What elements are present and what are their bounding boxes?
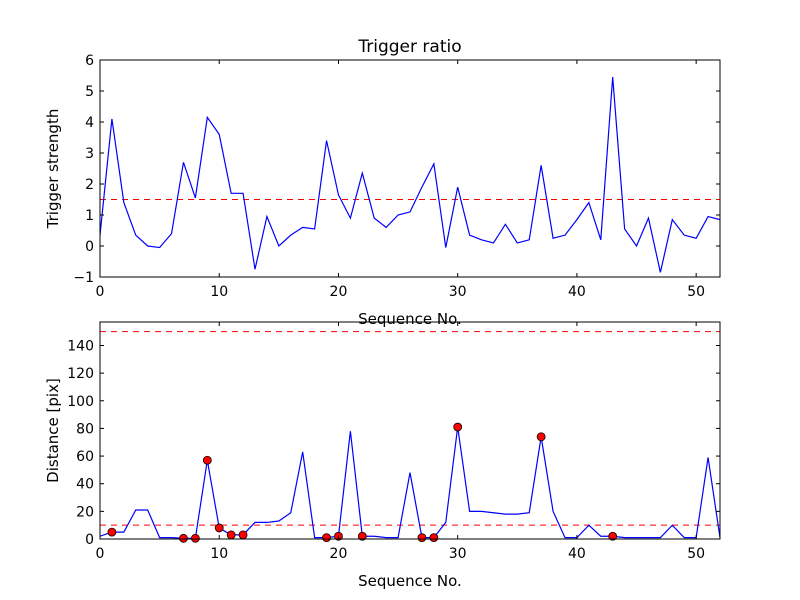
- x-tick-label: 50: [687, 546, 705, 562]
- y-tick-label: 4: [85, 115, 94, 131]
- y-axis-label: Distance [pix]: [44, 378, 62, 483]
- x-tick-label: 30: [449, 546, 467, 562]
- y-tick-label: 6: [85, 53, 94, 69]
- y-tick-label: 3: [85, 146, 94, 162]
- x-tick-label: 20: [330, 546, 348, 562]
- series-line: [100, 77, 720, 273]
- y-tick-label: −1: [73, 270, 94, 286]
- chart-panel-2: 0 10 20 30 40 50 0 20 40 60 80 100 120 140 Sequence No…: [44, 321, 721, 590]
- highlight-point: [536, 432, 546, 442]
- x-axis-label: Sequence No.: [358, 572, 462, 590]
- highlight-point: [226, 530, 236, 540]
- highlight-point: [322, 533, 331, 543]
- y-tick-label: 0: [85, 532, 94, 548]
- chart-title: Trigger ratio: [357, 37, 461, 57]
- highlight-point: [190, 533, 200, 543]
- highlight-point: [107, 527, 117, 537]
- y-tick-label: 1: [85, 208, 94, 224]
- highlight-point: [179, 533, 188, 543]
- y-tick-label: 80: [76, 421, 94, 437]
- highlight-point: [214, 523, 224, 533]
- highlight-point: [608, 531, 618, 541]
- x-tick-label: 0: [96, 546, 105, 562]
- highlight-point: [238, 530, 248, 540]
- y-tick-label: 2: [85, 177, 94, 193]
- x-tick-label: 40: [568, 546, 586, 562]
- y-tick-label: 140: [67, 338, 94, 354]
- series-line: [100, 426, 720, 539]
- highlight-point: [357, 531, 367, 541]
- highlight-point: [202, 455, 212, 465]
- y-tick-label: 0: [85, 239, 94, 255]
- x-tick-label: 40: [568, 284, 586, 300]
- y-tick-label: 100: [67, 394, 94, 410]
- plot-frame: [99, 321, 721, 540]
- highlight-point: [453, 422, 463, 432]
- x-tick-label: 20: [330, 284, 348, 300]
- plot-frame: [99, 59, 721, 278]
- x-tick-label: 10: [210, 546, 228, 562]
- highlight-point: [417, 533, 427, 543]
- x-tick-label: 0: [96, 284, 105, 300]
- y-tick-label: 120: [67, 366, 94, 382]
- y-tick-label: 5: [85, 84, 94, 100]
- x-tick-label: 30: [449, 284, 467, 300]
- y-tick-label: 20: [76, 504, 94, 520]
- x-tick-label: 50: [687, 284, 705, 300]
- y-tick-label: 40: [76, 477, 94, 493]
- y-axis-label: Trigger strength: [44, 109, 62, 230]
- highlight-point: [429, 533, 439, 543]
- x-tick-label: 10: [210, 284, 228, 300]
- x-axis-label: Sequence No.: [358, 310, 462, 328]
- y-tick-label: 60: [76, 449, 94, 465]
